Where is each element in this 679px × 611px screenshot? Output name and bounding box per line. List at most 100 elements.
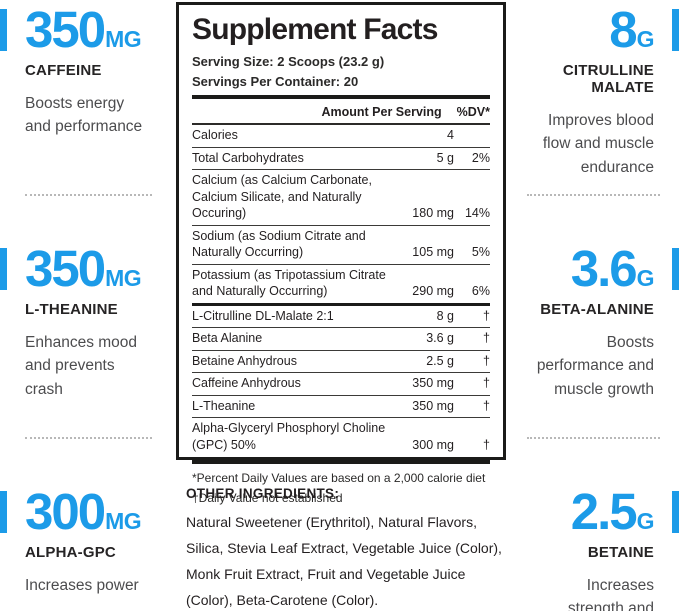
supplement-facts-panel: Supplement Facts Serving Size: 2 Scoops … [176,2,506,505]
dotted-divider [25,194,152,196]
amount-value: 300 [25,483,106,540]
callout-description: Increases power [25,577,139,594]
fact-row: Alpha-Glyceryl Phosphoryl Choline (GPC) … [192,418,490,456]
callout-description: Enhances mood and prevents crash [25,334,138,398]
unit-label: MG [105,265,142,291]
unit-label: G [636,26,655,52]
fact-dv: † [483,331,490,345]
fact-amount: 105 mg [412,245,454,259]
fact-amount: 300 mg [412,437,454,452]
accent-bar [0,491,7,533]
amount-per-serving-header: Amount Per Serving [321,105,442,119]
unit-label: MG [105,508,142,534]
accent-bar [0,9,7,51]
fact-name: Sodium (as Sodium Citrate and Naturally … [192,228,366,260]
facts-table-body: Calories 4 Total Carbohydrates 5 g 2% Calcium… [192,125,490,456]
unit-label: G [636,265,655,291]
serving-size-line: Serving Size: 2 Scoops (23.2 g) [192,54,385,69]
fact-name: Calcium (as Calcium Carbonate, Calcium S… [192,173,372,220]
fact-amount: 350 mg [412,398,454,413]
callout-description: Boosts energy and performance [25,95,143,136]
accent-bar [672,9,679,51]
fact-dv: † [483,437,490,452]
dotted-divider [527,194,660,196]
fact-row: Betaine Anhydrous 2.5 g † [192,351,490,373]
fact-amount: 2.5 g [426,353,454,368]
callout-description: Boosts performance and muscle growth [536,334,654,398]
fact-row: Sodium (as Sodium Citrate and Naturally … [192,226,490,265]
fact-dv: † [483,398,490,413]
fact-name: Potassium (as Tripotassium Citrate and N… [192,267,386,299]
fact-amount: 8 g [436,308,454,323]
callout-beta-alanine: 3.6G BETA-ALANINE Boosts performance and m… [510,243,679,401]
fact-dv: 6% [471,284,490,298]
footnotes: *Percent Daily Values are based on a 2,0… [192,464,490,509]
thick-rule [192,302,490,306]
fact-dv: † [483,376,490,390]
callout-amount: 8G [510,4,654,55]
fact-amount: 180 mg [412,206,454,220]
dotted-divider [527,437,660,439]
callout-description: Improves blood flow and muscle endurance [542,112,654,176]
fact-amount: 350 mg [412,376,454,390]
amount-value: 350 [25,240,106,297]
fact-dv: 14% [464,206,490,220]
accent-bar [672,248,679,290]
dotted-divider [25,437,152,439]
fact-row: L-Citrulline DL-Malate 2:1 8 g † [192,306,490,328]
callout-amount: 350MG [25,243,170,294]
fact-row: Beta Alanine 3.6 g † [192,328,490,351]
fact-row: L-Theanine 350 mg † [192,396,490,418]
panel-title: Supplement Facts [192,13,438,46]
fact-name: L-Theanine [192,398,256,413]
callout-name: L-THEANINE [25,301,118,318]
callout-amount: 300MG [25,486,170,537]
other-ingredients-heading: OTHER INGREDIENTS: [186,486,340,501]
callout-amount: 3.6G [510,243,655,294]
accent-bar [0,248,7,290]
fact-row: Caffeine Anhydrous 350 mg † [192,373,490,396]
callout-betaine: 2.5G BETAINE Increases strength and muscle… [510,486,679,611]
other-ingredients-text: Natural Sweetener (Erythritol), Natural … [186,514,502,608]
fact-row: Potassium (as Tripotassium Citrate and N… [192,265,490,303]
unit-label: G [636,508,655,534]
fact-name: Alpha-Glyceryl Phosphoryl Choline (GPC) … [192,421,386,452]
callout-amount: 350MG [25,4,170,55]
fact-row: Total Carbohydrates 5 g 2% [192,148,490,170]
fact-row: Calcium (as Calcium Carbonate, Calcium S… [192,170,490,226]
thick-rule [192,95,490,99]
dv-header: %DV* [456,105,490,119]
fact-name: Total Carbohydrates [192,150,304,165]
fact-name: Betaine Anhydrous [192,353,297,368]
callout-amount: 2.5G [510,483,655,540]
accent-bar [672,491,679,533]
fact-name: Calories [192,128,238,142]
fact-dv: † [483,353,490,368]
callout-alpha-gpc: 300MG ALPHA-GPC Increases power [0,486,170,597]
thick-rule [192,460,490,464]
fact-dv: † [483,308,490,323]
fact-amount: 290 mg [412,284,454,298]
fact-name: Caffeine Anhydrous [192,376,301,390]
callout-name: BETAINE [587,544,654,561]
callout-description: Increases strength and muscle endurance [567,577,654,611]
footnote-dv-not-established: †Daily Value not established [192,490,343,505]
callout-caffeine: 350MG CAFFEINE Boosts energy and performan… [0,4,170,139]
fact-amount: 3.6 g [426,331,454,345]
callout-name: ALPHA-GPC [25,544,116,561]
callout-name: CITRULLINE MALATE [562,62,654,96]
fact-row: Calories 4 [192,125,490,148]
callout-name: CAFFEINE [25,62,102,79]
amount-value: 8 [609,1,637,58]
facts-header-row: Amount Per Serving %DV* [192,99,490,125]
amount-value: 350 [25,1,106,58]
fact-dv: 2% [471,150,490,165]
amount-value: 2.5 [570,483,638,540]
callout-citrulline-malate: 8G CITRULLINE MALATE Improves blood flow a… [510,4,679,179]
callout-name: BETA-ALANINE [540,301,654,318]
fact-amount: 4 [447,128,454,142]
unit-label: MG [105,26,142,52]
other-ingredients: OTHER INGREDIENTS: Natural Sweetener (Er… [186,486,504,611]
fact-dv: 5% [471,245,490,259]
